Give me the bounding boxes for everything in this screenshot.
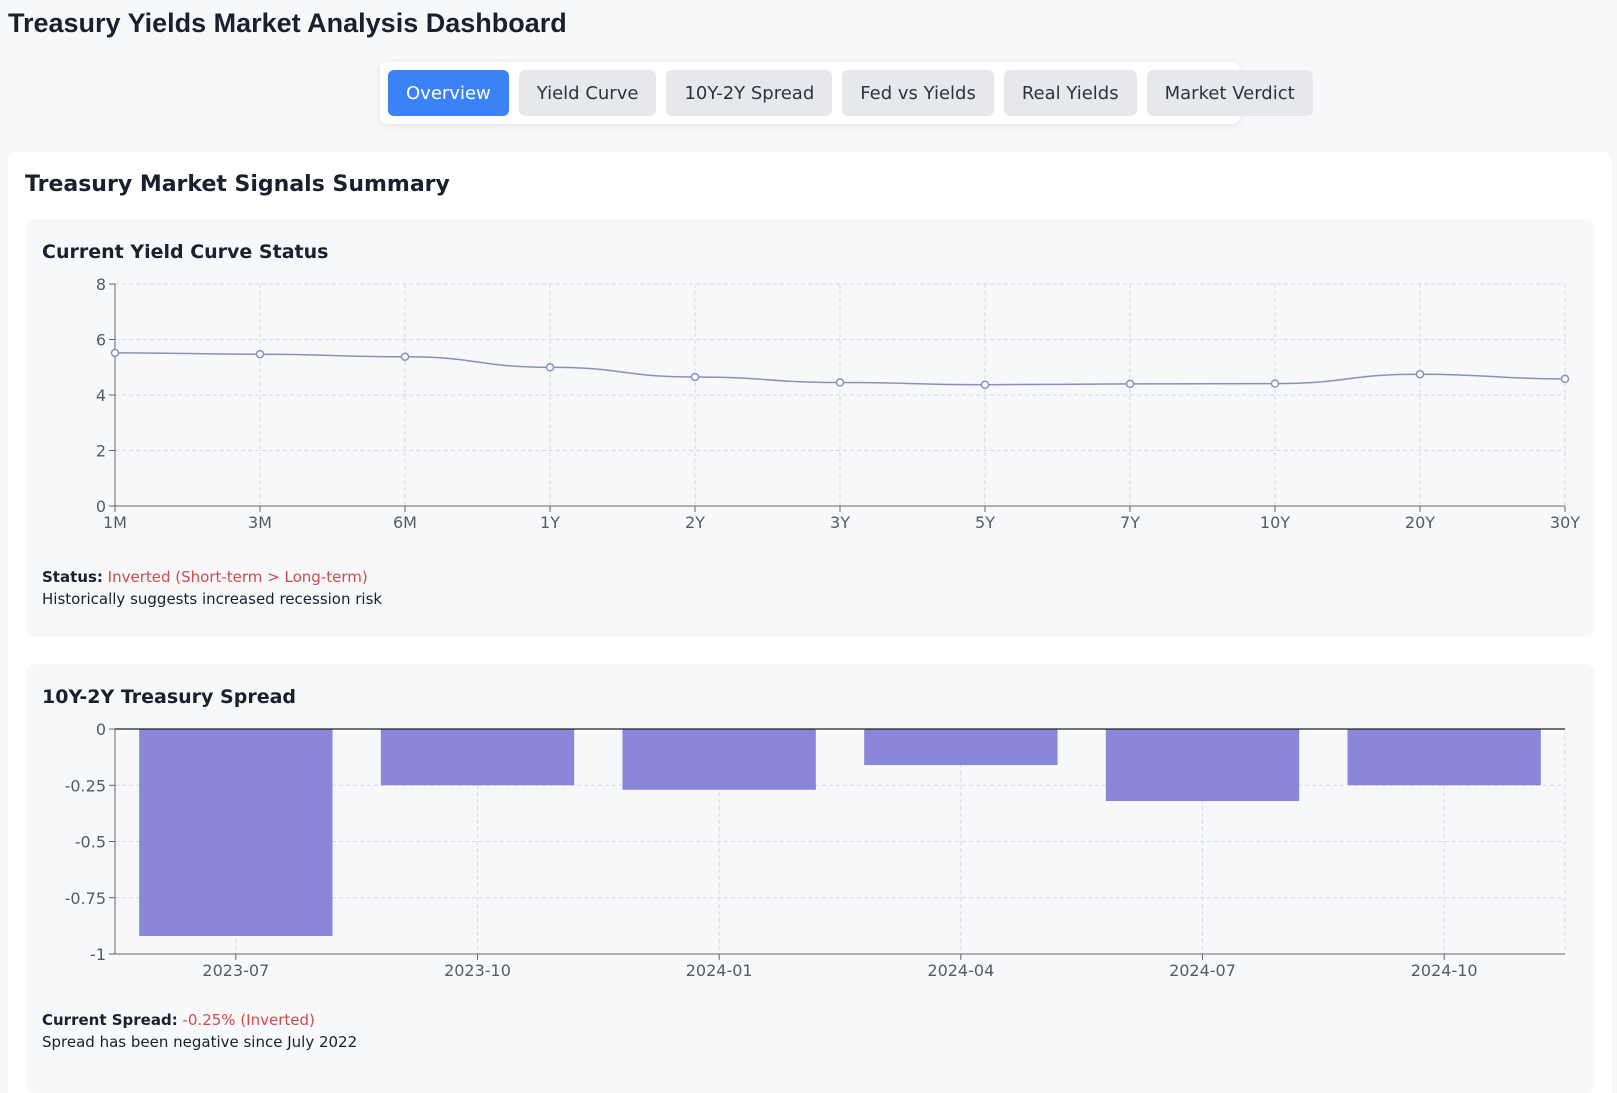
yield-curve-title: Current Yield Curve Status (42, 241, 329, 263)
x-tick-label-3m: 3M (248, 513, 272, 532)
summary-title: Treasury Market Signals Summary (25, 172, 450, 197)
y-tick-label: 6 (96, 331, 106, 350)
yield-point-2y (690, 372, 700, 382)
spread-status-label: Current Spread: (42, 1011, 178, 1029)
y-tick-label: 0 (96, 720, 106, 739)
y-tick-label: 8 (96, 275, 106, 294)
y-tick-label: -0.25 (65, 776, 106, 795)
x-tick-label-1y: 1Y (540, 513, 560, 532)
yield-point-30y (1560, 374, 1570, 384)
tab-bar: Overview Yield Curve 10Y-2Y Spread Fed v… (380, 62, 1313, 124)
yield-point-3y (835, 378, 845, 387)
spread-note: Spread has been negative since July 2022 (42, 1033, 358, 1051)
spread-status: Current Spread: -0.25% (Inverted) (42, 1011, 315, 1029)
yield-point-1y (545, 363, 555, 372)
spread-status-value: -0.25% (Inverted) (182, 1011, 315, 1029)
yield-status-label: Status: (42, 568, 103, 586)
spread-bar-2024-07 (1105, 729, 1300, 801)
spread-title: 10Y-2Y Treasury Spread (42, 686, 297, 708)
x-tick-label-2024-10: 2024-10 (1411, 961, 1478, 980)
yield-point-20y (1415, 369, 1425, 379)
yield-status-value: Inverted (Short-term > Long-term) (107, 568, 368, 586)
spread-card: 10Y-2Y Treasury Spread 0 -0.25 -0.5 -0.75 -1… (25, 664, 1595, 1093)
yield-status: Status: Inverted (Short-term > Long-term… (42, 568, 368, 586)
y-tick-label: 0 (96, 497, 106, 516)
x-tick-label-30y: 30Y (1550, 513, 1580, 532)
tab-fed-vs-yields[interactable]: Fed vs Yields (842, 70, 994, 116)
spread-bar-2024-10 (1347, 729, 1541, 786)
x-tick-label-5y: 5Y (975, 513, 995, 532)
yield-curve-chart: 0 2 4 6 8 1M 3M 6M 1Y 2Y 3Y 5Y 7Y 10Y 20Y 30Y (96, 275, 1580, 532)
yield-point-3m (255, 349, 265, 359)
y-tick-label: -0.75 (65, 889, 106, 908)
yield-point-7y (1125, 379, 1135, 389)
spread-bar-2023-10 (380, 729, 575, 786)
y-tick-label: 2 (96, 442, 106, 461)
spread-bar-2024-01 (622, 729, 816, 790)
y-tick-label: -0.5 (75, 833, 106, 852)
yield-point-10y (1270, 379, 1280, 388)
spread-chart: 0 -0.25 -0.5 -0.75 -1 2023-07 2023-10 2024-01 20… (65, 720, 1566, 980)
yield-curve-card: Current Yield Curve Status 0 2 4 6 8 1M 3M 6M 1Y… (25, 219, 1595, 637)
x-tick-label-1m: 1M (103, 513, 127, 532)
x-tick-label-2024-04: 2024-04 (927, 961, 994, 980)
x-tick-label-3y: 3Y (830, 513, 850, 532)
x-tick-label-2023-07: 2023-07 (202, 961, 269, 980)
x-tick-label-2023-10: 2023-10 (444, 961, 511, 980)
spread-bar-2024-04 (864, 729, 1058, 765)
tab-yield-curve[interactable]: Yield Curve (518, 70, 657, 116)
yield-point-5y (980, 380, 990, 389)
x-tick-label-10y: 10Y (1260, 513, 1290, 532)
yield-point-1m (110, 348, 120, 358)
x-tick-label-7y: 7Y (1120, 513, 1140, 532)
page-title: Treasury Yields Market Analysis Dashboar… (8, 8, 567, 38)
spread-bar-2023-07 (139, 729, 333, 936)
yield-note: Historically suggests increased recessio… (42, 590, 383, 608)
x-tick-label-2y: 2Y (685, 513, 705, 532)
x-tick-label-20y: 20Y (1405, 513, 1435, 532)
y-tick-label: 4 (96, 386, 106, 405)
yield-point-6m (400, 352, 410, 361)
x-tick-label-2024-07: 2024-07 (1169, 961, 1236, 980)
x-tick-label-2024-01: 2024-01 (686, 961, 753, 980)
summary-panel: Treasury Market Signals Summary Current … (8, 152, 1612, 1093)
y-tick-label: -1 (90, 945, 106, 964)
tab-real-yields[interactable]: Real Yields (1003, 70, 1137, 116)
tab-market-verdict[interactable]: Market Verdict (1146, 70, 1313, 116)
tab-overview[interactable]: Overview (388, 70, 509, 116)
tab-10y-2y-spread[interactable]: 10Y-2Y Spread (666, 70, 833, 116)
x-tick-label-6m: 6M (393, 513, 417, 532)
